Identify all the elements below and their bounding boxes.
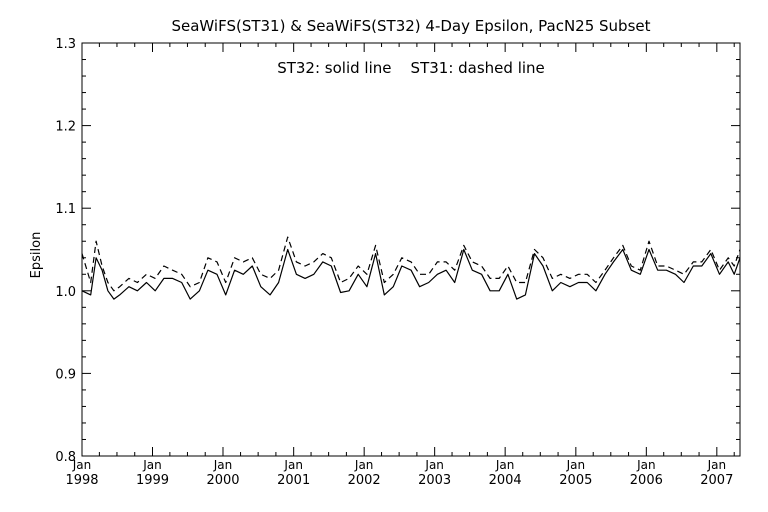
legend-annotation: ST32: solid line ST31: dashed line xyxy=(277,59,545,77)
x-tick-month-label: Jan xyxy=(354,458,374,472)
y-tick-label: 0.9 xyxy=(55,367,76,382)
y-tick-label: 1.2 xyxy=(55,120,76,135)
x-tick-year-label: 2007 xyxy=(700,473,733,488)
y-axis-label: Epsilon xyxy=(29,232,44,279)
plot-area: 0.80.91.01.11.21.3Jan1998Jan1999Jan2000J… xyxy=(55,37,741,488)
x-tick-month-label: Jan xyxy=(566,458,586,472)
chart-title: SeaWiFS(ST31) & SeaWiFS(ST32) 4-Day Epsi… xyxy=(171,17,650,35)
plot-frame xyxy=(81,42,741,457)
x-tick-year-label: 2004 xyxy=(489,473,522,488)
series-line-st32 xyxy=(81,248,741,300)
x-tick-month-label: Jan xyxy=(283,458,303,472)
x-tick-month-label: Jan xyxy=(495,458,515,472)
x-tick-year-label: 1998 xyxy=(65,473,98,488)
x-tick-year-label: 2001 xyxy=(277,473,310,488)
x-tick-year-label: 2000 xyxy=(206,473,239,488)
x-tick-month-label: Jan xyxy=(213,458,233,472)
y-tick-label: 1.0 xyxy=(55,285,76,300)
x-tick-year-label: 2003 xyxy=(418,473,451,488)
x-tick-year-label: 2005 xyxy=(559,473,592,488)
y-tick-label: 1.3 xyxy=(55,37,76,52)
y-tick-label: 1.1 xyxy=(55,202,76,217)
x-tick-month-label: Jan xyxy=(424,458,444,472)
x-tick-year-label: 1999 xyxy=(136,473,169,488)
x-tick-month-label: Jan xyxy=(707,458,727,472)
x-tick-year-label: 2006 xyxy=(630,473,663,488)
y-tick-label: 0.8 xyxy=(55,450,76,465)
x-tick-month-label: Jan xyxy=(142,458,162,472)
series-line-st31 xyxy=(81,236,741,292)
x-tick-year-label: 2002 xyxy=(348,473,381,488)
x-tick-month-label: Jan xyxy=(636,458,656,472)
x-tick-month-label: Jan xyxy=(72,458,92,472)
